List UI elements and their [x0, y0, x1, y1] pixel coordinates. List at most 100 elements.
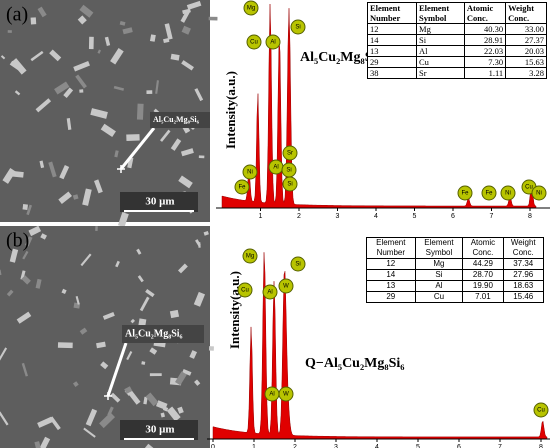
x-tick-label: 8: [528, 213, 532, 220]
table-row: 12 Mg 44.29 37.34: [366, 258, 544, 270]
peak-marker: [242, 248, 258, 264]
peak-marker: [262, 284, 278, 300]
phase-particle: [177, 263, 188, 274]
table-row: 13 Al 22.03 20.03: [366, 45, 547, 57]
y-axis-label: Intensity(a.u.): [227, 271, 242, 349]
phase-particle: [49, 49, 62, 62]
table-cell: 14: [366, 34, 418, 46]
phase-particle: [63, 87, 74, 98]
peak-marker: [242, 164, 258, 180]
phase-particle: [163, 38, 170, 44]
x-tick-label: 4: [374, 213, 378, 220]
table-cell: Si: [414, 269, 464, 281]
phase-particle: [126, 351, 133, 361]
header-cell: Atomic Conc.: [462, 237, 504, 259]
phase-particle: [99, 412, 116, 429]
phase-particle: [122, 27, 133, 35]
phase-particle: [139, 296, 150, 312]
phase-particle: [97, 49, 101, 54]
phase-particle: [177, 406, 184, 414]
table-cell: 15.46: [502, 291, 544, 303]
table-cell: 12: [366, 23, 418, 35]
phase-particle: [26, 204, 33, 216]
peak-label: Cu: [537, 408, 545, 414]
y-axis-label: Intensity(a.u.): [223, 71, 238, 149]
header-cell: Weight Conc.: [505, 2, 547, 24]
peak-label: Fe: [238, 185, 246, 191]
header-cell: Element Symbol: [414, 237, 464, 259]
phase-particle: [14, 90, 21, 96]
peak-label: Fe: [485, 191, 493, 197]
phase-label: Al₅Cu₂Mg₈Si₆: [125, 328, 183, 339]
peak-label: Al: [273, 165, 278, 171]
phase-particle: [11, 58, 27, 75]
phase-particle: [208, 346, 214, 351]
phase-particle: [194, 379, 201, 386]
peak-marker: [282, 176, 298, 192]
phase-particle: [181, 60, 194, 71]
peak-marker: [290, 19, 306, 35]
phase-particle: [110, 48, 124, 65]
phase-particle: [59, 165, 70, 180]
table-row: 29 Cu 7.01 15.46: [366, 291, 544, 303]
phase-label-box: [122, 325, 204, 343]
x-tick-label: 0: [211, 444, 215, 448]
phase-label-box: [150, 112, 210, 128]
peak-marker: [500, 185, 516, 201]
peak-label: Ni: [536, 191, 542, 197]
peak-label: Mg: [246, 254, 254, 260]
phase-particle: [72, 381, 79, 388]
peak-label: Si: [286, 168, 291, 174]
table-cell: Mg: [414, 258, 464, 270]
peak-marker: [282, 145, 298, 161]
micrograph: [0, 0, 210, 222]
phase-particle: [181, 25, 191, 35]
table-row: 14 Si 28.91 27.37: [366, 34, 547, 46]
phase-particle: [143, 396, 148, 405]
phase-particle: [30, 17, 37, 25]
x-tick-label: 6: [457, 444, 461, 448]
table-cell: 3.28: [505, 67, 547, 79]
phase-particle: [114, 150, 119, 158]
x-tick-label: 1: [252, 444, 256, 448]
phase-particle: [22, 250, 29, 260]
phase-particle: [208, 16, 218, 21]
phase-particle: [0, 411, 9, 426]
phase-particle: [77, 15, 87, 25]
x-tick-label: 2: [297, 213, 301, 220]
table-row: 12 Mg 40.30 33.00: [366, 23, 547, 35]
phase-particle: [145, 288, 155, 298]
table-cell: 13: [366, 280, 416, 292]
phase-particle: [175, 371, 187, 386]
table-cell: Si: [416, 34, 465, 46]
table-cell: 22.03: [463, 45, 507, 57]
x-tick-label: 4: [375, 444, 379, 448]
phase-particle: [72, 194, 79, 200]
table-cell: Al: [414, 280, 464, 292]
phase-particle: [166, 406, 181, 422]
table-cell: 15.63: [505, 56, 547, 68]
peak-label: Cu: [241, 288, 249, 294]
peak-marker: [290, 256, 306, 272]
phase-particle: [141, 361, 146, 365]
peak-marker: [265, 34, 281, 50]
table-cell: 20.03: [505, 45, 547, 57]
peak-marker: [533, 402, 549, 418]
peak-label: Al: [270, 40, 275, 46]
phase-particle: [100, 361, 109, 370]
x-tick-label: 3: [336, 213, 340, 220]
phase-particle: [38, 436, 51, 448]
phase-particle: [186, 0, 202, 10]
table-cell: 19.90: [462, 280, 504, 292]
scale-bar-box: [120, 420, 198, 440]
phase-particle: [96, 341, 106, 349]
phase-particle: [39, 160, 45, 169]
x-tick-label: 7: [498, 444, 502, 448]
peak-label: Si: [295, 25, 300, 31]
phase-particle: [73, 61, 90, 72]
phase-particle: [61, 288, 67, 295]
composition-table: Element Number Element Symbol Atomic Conc.…: [366, 2, 547, 79]
peak-label: Al: [267, 290, 272, 296]
spectrum-phase-label: Q−Al₅Cu₂Mg₈Si₆: [305, 356, 404, 371]
